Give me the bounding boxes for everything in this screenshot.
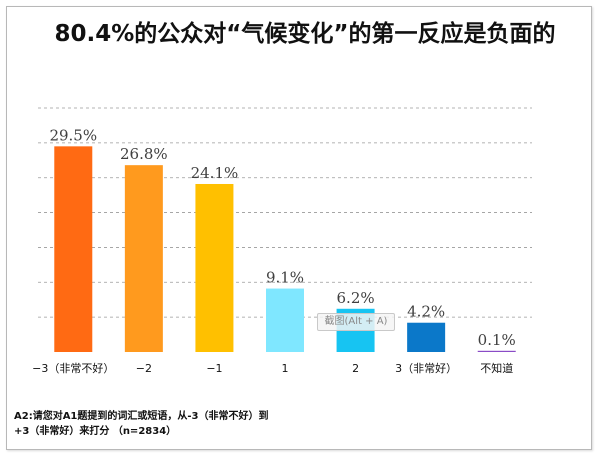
bar (407, 322, 446, 352)
category-label: 不知道 (480, 361, 513, 375)
category-label: −2 (136, 362, 152, 375)
value-labels: 29.5% 26.8% 24.1% 9.1% 6.2% 4.2% 0.1% (49, 126, 515, 348)
category-label: 1 (282, 362, 289, 375)
screenshot-tooltip: 截图(Alt + A) (317, 313, 395, 331)
bar (54, 146, 93, 352)
category-label: −3（非常不好） (32, 361, 114, 375)
footnote: A2:请您对A1题提到的词汇或短语，从-3（非常不好）到 +3（非常好）来打分 … (14, 409, 454, 439)
bar (195, 183, 234, 352)
bars (54, 146, 516, 352)
value-label: 6.2% (337, 289, 375, 307)
value-label: 26.8% (120, 145, 168, 163)
chart-title: 80.4%的公众对“气候变化”的第一反应是负面的 (54, 21, 556, 47)
value-label: 9.1% (266, 269, 304, 287)
category-label: −1 (206, 362, 222, 375)
value-label: 4.2% (407, 303, 445, 321)
bar (124, 165, 163, 352)
bar (266, 288, 304, 352)
footnote-line-2: +3（非常好）来打分 （n=2834） (14, 426, 177, 437)
category-label: 2 (352, 362, 359, 375)
value-label: 24.1% (191, 164, 239, 182)
value-label: 0.1% (478, 331, 516, 349)
bar (477, 350, 516, 352)
value-label: 29.5% (49, 126, 97, 144)
category-label: 3（非常好） (395, 361, 457, 375)
category-labels: −3（非常不好） −2 −1 1 2 3（非常好） 不知道 (32, 361, 513, 375)
footnote-line-1: A2:请您对A1题提到的词汇或短语，从-3（非常不好）到 (14, 411, 269, 422)
slide-frame (6, 6, 592, 450)
